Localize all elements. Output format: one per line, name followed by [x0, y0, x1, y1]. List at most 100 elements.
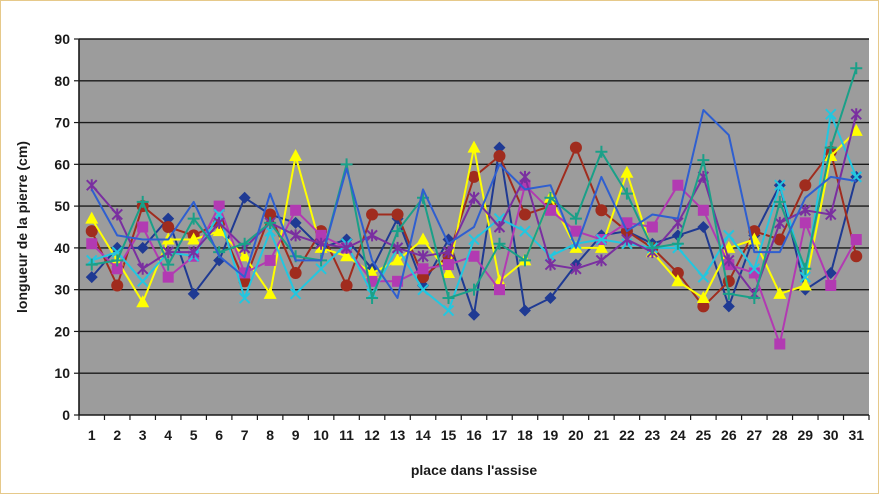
data-point	[86, 179, 98, 192]
data-point	[594, 240, 608, 253]
data-point	[417, 283, 429, 296]
data-point	[137, 221, 149, 233]
data-point	[187, 287, 200, 300]
data-point	[263, 286, 277, 299]
data-point	[722, 300, 735, 313]
data-point	[595, 145, 608, 158]
y-tick-label: 20	[54, 323, 70, 339]
x-tick-label: 5	[190, 427, 198, 443]
data-point	[671, 274, 685, 287]
data-point	[493, 149, 506, 162]
y-tick-label: 0	[62, 407, 70, 423]
data-point	[646, 241, 659, 254]
data-point	[111, 208, 123, 221]
data-point	[570, 262, 582, 275]
data-point	[86, 238, 98, 250]
x-tick-label: 23	[645, 427, 661, 443]
data-point	[774, 216, 786, 229]
data-point	[366, 208, 379, 221]
data-point	[493, 141, 506, 154]
data-point	[799, 217, 811, 229]
data-point	[264, 254, 276, 266]
data-point	[849, 123, 863, 136]
data-point	[544, 292, 557, 305]
data-point	[697, 300, 710, 313]
data-point	[162, 221, 175, 233]
data-point	[391, 253, 405, 266]
data-point	[85, 225, 98, 238]
data-point	[723, 229, 735, 242]
x-tick-label: 7	[241, 427, 249, 443]
data-point	[825, 108, 837, 120]
x-tick-label: 26	[721, 427, 737, 443]
x-axis-title: place dans l'assise	[411, 462, 538, 478]
data-point	[825, 279, 837, 291]
data-point	[799, 179, 812, 192]
data-point	[569, 141, 582, 154]
data-point	[162, 271, 174, 283]
x-tick-label: 2	[113, 427, 121, 443]
x-tick-label: 24	[670, 427, 686, 443]
data-point	[621, 217, 633, 229]
data-point	[392, 275, 404, 287]
data-point	[290, 204, 302, 216]
data-point	[391, 241, 404, 254]
x-tick-label: 22	[619, 427, 635, 443]
x-tick-label: 29	[798, 427, 814, 443]
data-point	[544, 204, 556, 216]
x-tick-label: 12	[364, 427, 380, 443]
data-point	[162, 212, 175, 225]
data-point	[289, 229, 302, 242]
data-point	[162, 258, 175, 271]
data-point	[289, 266, 302, 279]
data-point	[136, 295, 150, 308]
data-point	[773, 233, 786, 246]
data-point	[468, 283, 480, 296]
data-point	[417, 263, 429, 275]
x-tick-label: 28	[772, 427, 788, 443]
data-point	[136, 241, 149, 254]
data-point	[213, 200, 225, 212]
data-point	[315, 263, 327, 275]
data-point	[111, 254, 124, 267]
data-point	[697, 154, 710, 167]
data-point	[238, 237, 251, 250]
data-point	[570, 225, 582, 237]
data-point	[671, 266, 684, 279]
data-point	[187, 246, 200, 259]
data-point	[519, 170, 531, 183]
x-tick-label: 30	[823, 427, 839, 443]
data-point	[493, 284, 505, 296]
data-point	[697, 204, 709, 216]
data-point	[442, 265, 456, 278]
data-point	[238, 292, 251, 304]
data-point	[111, 246, 123, 258]
data-point	[697, 271, 710, 283]
series-8	[90, 109, 857, 299]
data-point	[213, 208, 225, 221]
x-tick-label: 1	[88, 427, 96, 443]
x-tick-label: 11	[339, 427, 354, 443]
y-tick-label: 50	[54, 198, 70, 214]
data-point	[468, 233, 480, 246]
data-point	[798, 278, 812, 291]
data-point	[85, 258, 98, 271]
data-point	[493, 221, 506, 233]
x-tick-label: 18	[517, 427, 533, 443]
data-point	[825, 208, 837, 221]
data-point	[774, 179, 786, 191]
series-line	[90, 109, 857, 299]
data-point	[315, 229, 327, 241]
data-point	[620, 165, 634, 178]
x-tick-label: 6	[215, 427, 223, 443]
x-tick-label: 21	[594, 427, 610, 443]
data-point	[748, 267, 760, 279]
data-point	[696, 291, 710, 304]
data-point	[774, 338, 786, 350]
data-point	[824, 141, 837, 154]
data-point	[722, 287, 735, 300]
series-group	[85, 62, 863, 350]
data-point	[595, 254, 608, 267]
